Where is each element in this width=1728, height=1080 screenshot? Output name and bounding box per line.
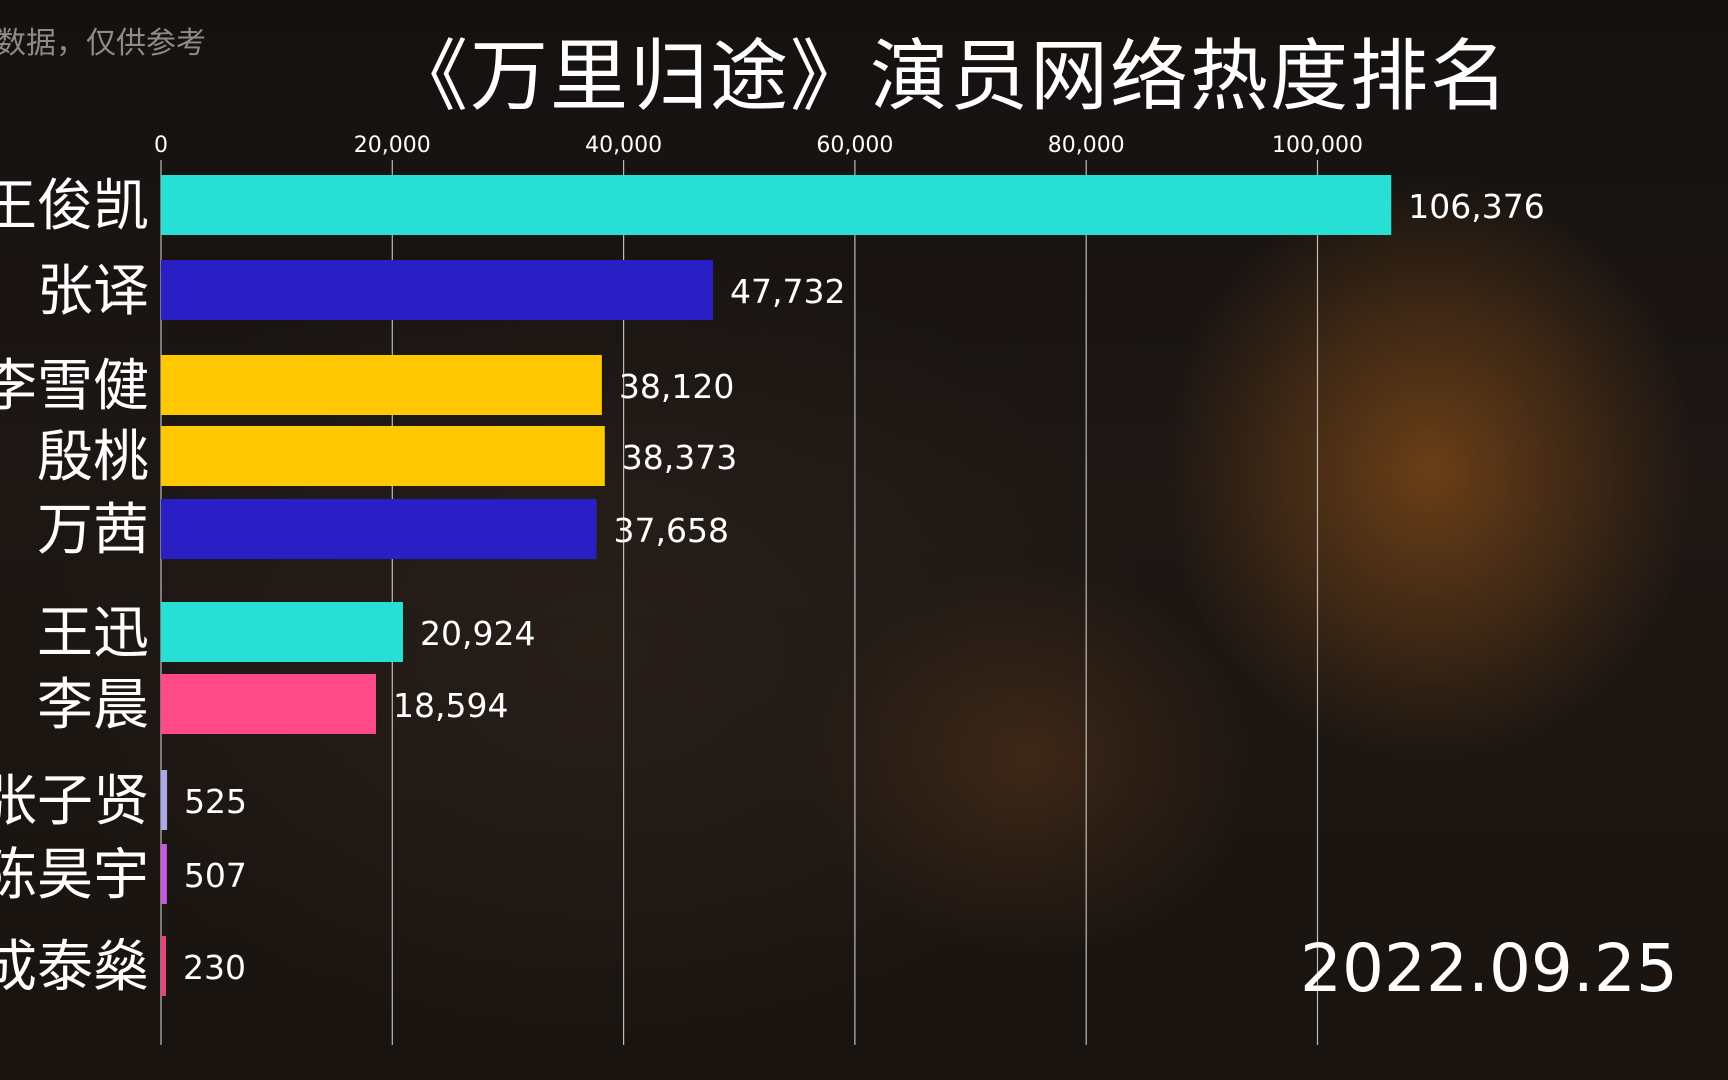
value-label: 38,120	[619, 367, 734, 406]
category-label: 李雪健	[0, 354, 149, 419]
chart-title: 《万里归途》演员网络热度排名	[390, 32, 1511, 122]
x-tick-label: 80,000	[1048, 133, 1125, 158]
x-tick-label: 0	[154, 133, 168, 158]
bar	[161, 426, 605, 486]
category-label: 成泰燊	[0, 935, 149, 1000]
category-label: 王迅	[37, 601, 149, 666]
bars	[161, 175, 1392, 996]
data-disclaimer: 数据，仅供参考	[0, 26, 206, 61]
category-label: 万茜	[37, 498, 149, 563]
category-label: 张子贤	[0, 769, 149, 834]
value-label: 18,594	[393, 686, 508, 725]
bar	[161, 770, 168, 830]
date-label: 2022.09.25	[1300, 930, 1678, 1007]
value-label: 38,373	[622, 438, 737, 477]
bar	[161, 936, 166, 996]
value-labels: 106,376 47,732 38,120 38,373 37,658 20,924 18,…	[183, 187, 1545, 987]
x-tick-label: 100,000	[1272, 133, 1363, 158]
category-label: 李晨	[37, 673, 149, 738]
value-label: 47,732	[730, 272, 845, 311]
bar	[161, 844, 167, 904]
value-label: 230	[183, 948, 246, 987]
bar	[161, 260, 714, 320]
category-label: 张译	[37, 259, 149, 324]
x-tick-label: 60,000	[816, 133, 893, 158]
value-label: 37,658	[614, 511, 729, 550]
value-label: 507	[184, 856, 247, 895]
bar	[161, 355, 602, 415]
x-tick-label: 40,000	[585, 133, 662, 158]
value-label: 106,376	[1408, 187, 1544, 226]
bar	[161, 175, 1392, 235]
bar	[161, 602, 403, 662]
x-tick-label: 20,000	[354, 133, 431, 158]
category-label: 殷桃	[37, 425, 149, 490]
category-label: 陈昊宇	[0, 843, 149, 908]
bar	[161, 499, 597, 559]
category-label: 王俊凯	[0, 174, 149, 239]
value-label: 525	[184, 782, 247, 821]
value-label: 20,924	[420, 614, 535, 653]
bar	[161, 674, 377, 734]
x-axis-ticks: 0 20,000 40,000 60,000 80,000 100,000	[154, 133, 1363, 158]
